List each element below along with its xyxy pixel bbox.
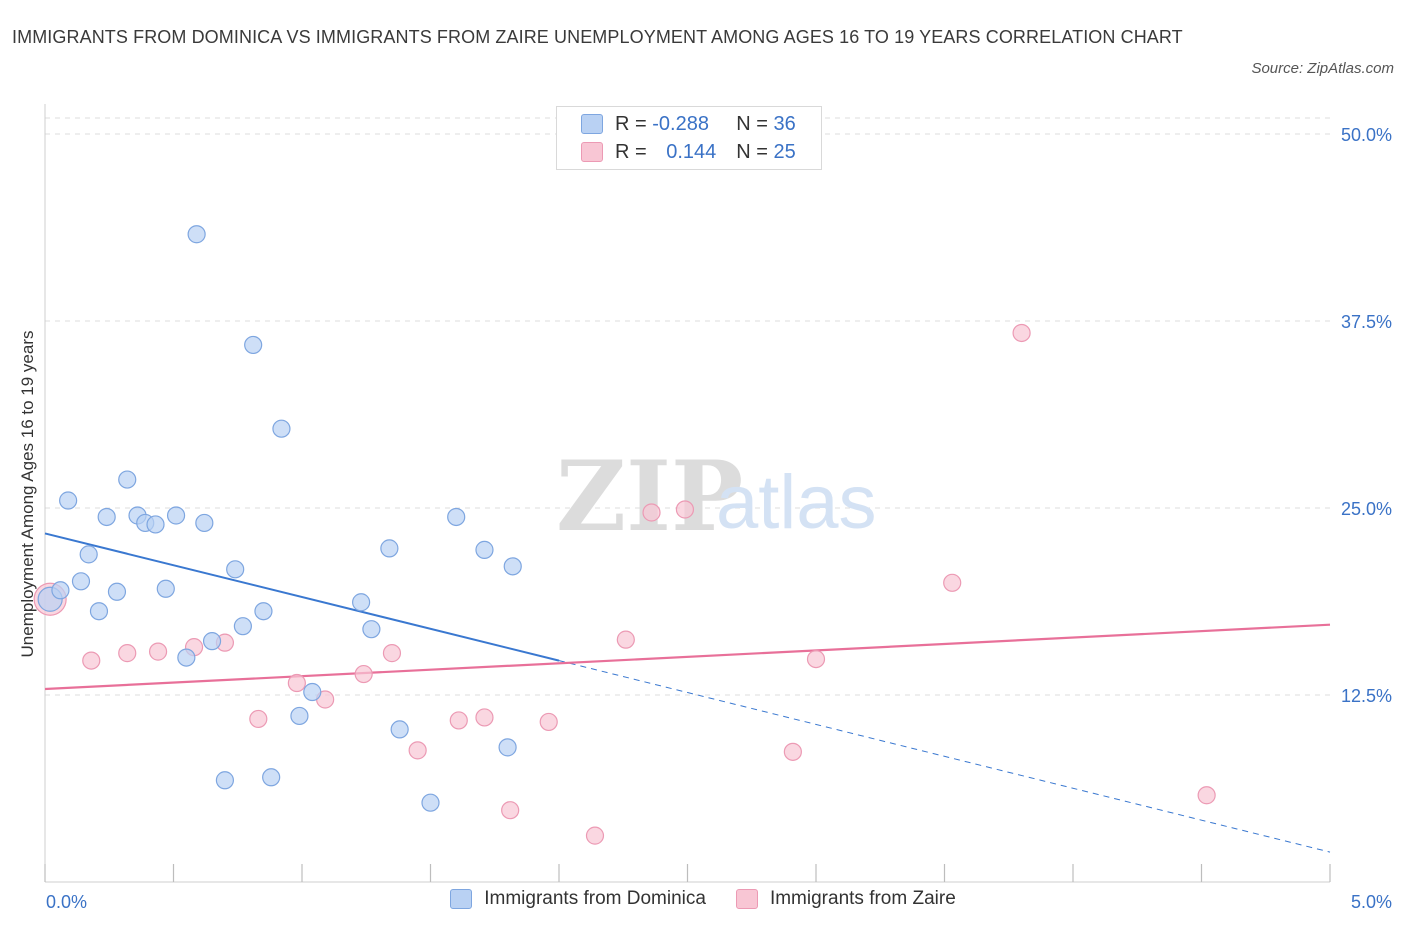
legend-label-dominica: Immigrants from Dominica [484, 888, 706, 909]
point-dominica [254, 602, 273, 621]
point-dominica [244, 335, 263, 355]
legend-row-zaire: R = 0.144 N = 25 [581, 140, 796, 164]
watermark-zip: ZIP [556, 440, 743, 553]
point-dominica [107, 582, 127, 601]
point-zaire [354, 664, 373, 684]
point-dominica [59, 491, 78, 510]
series-legend: Immigrants from Dominica Immigrants from… [0, 888, 1406, 910]
point-dominica [303, 682, 322, 702]
chart-title: IMMIGRANTS FROM DOMINICA VS IMMIGRANTS F… [12, 27, 1183, 47]
point-dominica [390, 720, 409, 739]
point-zaire [118, 644, 137, 663]
point-dominica [352, 593, 371, 612]
correlation-legend: R = -0.288 N = 36 R = 0.144 N = 25 [556, 106, 822, 170]
point-dominica [380, 539, 399, 558]
point-zaire [408, 741, 427, 760]
y-axis-label: Unemployment Among Ages 16 to 19 years [18, 331, 37, 658]
point-dominica [498, 738, 517, 757]
legend-n-value: 25 [773, 140, 796, 163]
point-zaire [539, 712, 558, 732]
point-dominica [156, 579, 175, 598]
legend-r-label: R = [615, 140, 653, 163]
legend-r-value: 0.144 [666, 140, 717, 163]
legend-n-value: 36 [773, 112, 796, 135]
legend-swatch-dominica [450, 889, 473, 909]
point-zaire [585, 826, 605, 845]
legend-label-zaire: Immigrants from Zaire [769, 888, 956, 909]
point-dominica [187, 225, 206, 244]
point-dominica [447, 507, 466, 527]
point-dominica [233, 617, 252, 636]
point-zaire [675, 500, 695, 519]
point-zaire [148, 642, 168, 661]
watermark: ZIP atlas [556, 440, 877, 553]
point-dominica [215, 771, 234, 790]
point-zaire [1197, 786, 1216, 805]
point-zaire [475, 708, 494, 727]
point-dominica [177, 648, 196, 667]
legend-n-label: N = [736, 140, 774, 163]
point-dominica [79, 545, 98, 564]
point-zaire [287, 673, 306, 693]
point-dominica [51, 581, 70, 600]
watermark-atlas: atlas [716, 460, 877, 545]
point-dominica [421, 793, 440, 812]
trendline-dominica [44, 532, 560, 662]
point-zaire [501, 801, 520, 820]
point-dominica [89, 602, 109, 621]
point-dominica [262, 768, 281, 787]
trend-layer [44, 532, 1331, 853]
point-dominica [290, 706, 309, 726]
grid-layer [45, 117, 1330, 696]
legend-item-dominica: Immigrants from Dominica [450, 888, 706, 910]
point-dominica [272, 419, 291, 438]
point-dominica [118, 470, 137, 489]
y-tick-label: 50.0% [1341, 125, 1392, 145]
x-tick-label: 5.0% [1351, 892, 1392, 912]
legend-swatch-zaire [581, 142, 603, 162]
point-zaire [1012, 323, 1031, 343]
tick-label-layer: 12.5% 25.0% 37.5% 50.0% 0.0% 5.0% [46, 125, 1392, 912]
trendline-zaire [44, 623, 1331, 691]
legend-n-label: N = [736, 112, 774, 135]
y-tick-label: 12.5% [1341, 686, 1392, 706]
legend-row-dominica: R = -0.288 N = 36 [581, 112, 796, 136]
point-dominica [146, 515, 165, 534]
trendline-dominica-extension [558, 660, 1331, 853]
point-zaire [642, 503, 661, 522]
point-dominica [362, 620, 381, 639]
point-dominica [71, 572, 91, 591]
point-dominica [226, 560, 245, 579]
legend-item-zaire: Immigrants from Zaire [735, 888, 956, 910]
points-layer [33, 225, 1216, 845]
point-dominica [166, 506, 186, 525]
point-dominica [202, 632, 222, 651]
point-dominica [503, 557, 522, 576]
point-zaire [806, 649, 826, 669]
point-zaire [249, 709, 268, 729]
point-dominica [475, 540, 494, 559]
y-tick-label: 25.0% [1341, 499, 1392, 519]
point-zaire [943, 573, 962, 592]
point-zaire [82, 651, 101, 670]
point-dominica [97, 507, 116, 527]
axis-layer [44, 104, 1331, 883]
point-zaire [382, 644, 402, 663]
legend-swatch-dominica [581, 114, 603, 134]
y-tick-label: 37.5% [1341, 312, 1392, 332]
point-zaire [449, 711, 468, 730]
point-dominica [195, 513, 214, 533]
x-tick-label: 0.0% [46, 892, 87, 912]
legend-r-value: -0.288 [652, 112, 709, 135]
legend-r-label: R = [615, 112, 653, 135]
source-label: Source: ZipAtlas.com [1251, 60, 1394, 77]
point-zaire [616, 630, 635, 649]
legend-swatch-zaire [735, 889, 758, 909]
point-zaire [783, 742, 802, 761]
